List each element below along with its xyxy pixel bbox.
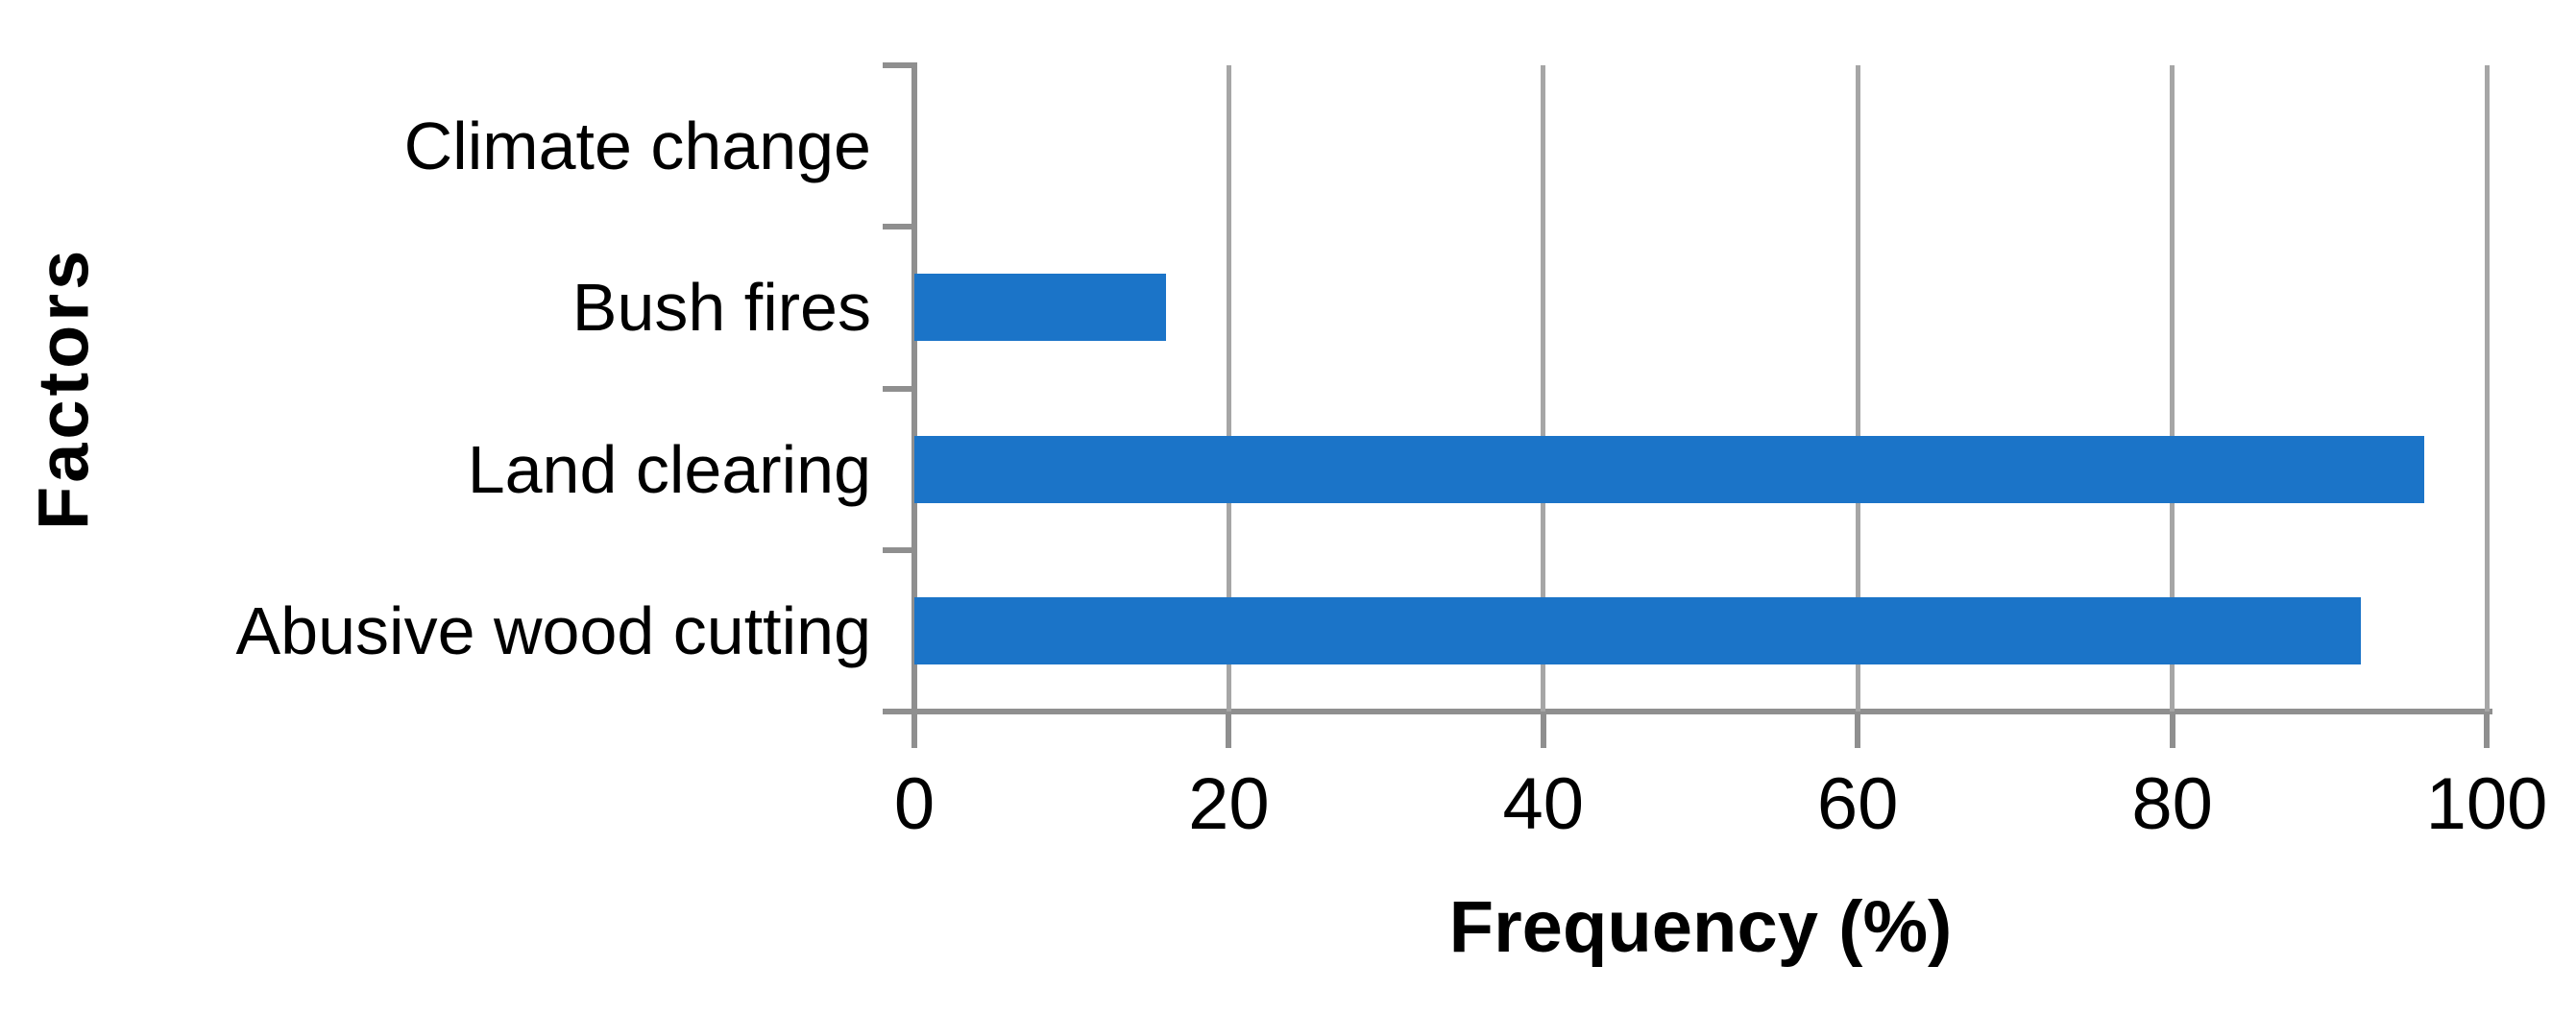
x-axis-tick — [1855, 714, 1861, 748]
bar-abusive-wood-cutting — [914, 596, 2362, 664]
category-label: Abusive wood cutting — [235, 592, 871, 668]
x-axis-tick — [1226, 714, 1232, 748]
y-axis-tick — [883, 224, 911, 230]
x-tick-label: 60 — [1816, 763, 1899, 845]
x-axis-title: Frequency (%) — [1448, 886, 1953, 968]
x-tick-label: 0 — [893, 763, 936, 845]
bar-bush-fires — [914, 274, 1166, 342]
category-label: Bush fires — [571, 270, 871, 346]
x-axis-tick — [911, 714, 917, 748]
x-tick-label: 100 — [2425, 763, 2548, 845]
plot-area — [883, 62, 2492, 748]
x-axis-tick — [2484, 714, 2490, 748]
gridline — [2170, 65, 2175, 712]
x-tick-label: 40 — [1502, 763, 1585, 845]
y-axis-tick — [883, 546, 911, 553]
x-tick-label: 20 — [1188, 763, 1270, 845]
category-label: Climate change — [403, 109, 871, 184]
x-axis-tick — [2169, 714, 2175, 748]
category-label: Land clearing — [467, 431, 871, 507]
gridline — [2484, 65, 2490, 712]
y-axis-tick — [883, 62, 911, 68]
category-labels: Climate change Bush fires Land clearing Abu… — [0, 65, 871, 712]
gridline — [1226, 65, 1231, 712]
x-axis-tick — [1540, 714, 1546, 748]
x-tick-labels: 0 20 40 60 80 100 — [894, 763, 2548, 864]
bar-land-clearing — [914, 435, 2424, 503]
y-axis-tick — [883, 709, 911, 714]
x-axis-line — [911, 709, 2492, 714]
y-axis-line — [911, 62, 917, 714]
gridline — [1541, 65, 1546, 712]
gridline — [1855, 65, 1860, 712]
x-tick-label: 80 — [2131, 763, 2213, 845]
y-axis-tick — [883, 385, 911, 392]
